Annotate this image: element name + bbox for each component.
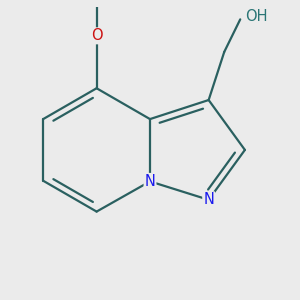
Text: OH: OH bbox=[245, 9, 268, 24]
Text: O: O bbox=[91, 28, 102, 43]
Text: N: N bbox=[203, 192, 214, 207]
Text: N: N bbox=[145, 174, 155, 189]
